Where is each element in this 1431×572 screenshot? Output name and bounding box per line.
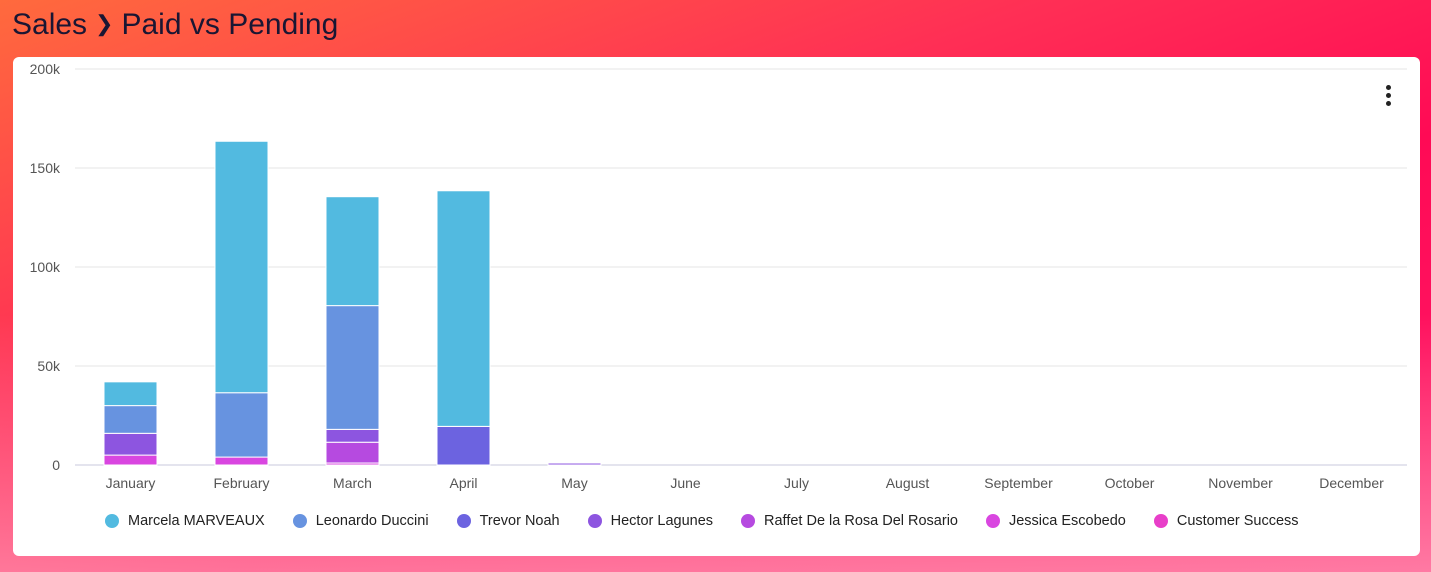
x-tick-label: January	[106, 475, 156, 491]
legend-item[interactable]: Jessica Escobedo	[985, 513, 1126, 529]
y-tick-label: 100k	[30, 259, 61, 275]
legend-item[interactable]: Trevor Noah	[456, 513, 560, 529]
x-tick-label: July	[784, 475, 809, 491]
bar-segment[interactable]	[103, 381, 158, 407]
legend-item[interactable]: Leonardo Duccini	[292, 513, 429, 529]
x-tick-label: April	[449, 475, 477, 491]
legend-marker-icon	[1153, 514, 1168, 528]
breadcrumb-parent[interactable]: Sales	[12, 8, 88, 41]
legend-item[interactable]: Hector Lagunes	[587, 513, 714, 529]
bar-segment[interactable]	[103, 432, 158, 456]
y-tick-label: 50k	[37, 358, 61, 374]
bar-segment[interactable]	[325, 428, 380, 443]
legend-label: Trevor Noah	[479, 513, 560, 529]
bar-segment[interactable]	[436, 190, 491, 427]
chevron-right-icon: ❯	[95, 11, 114, 36]
x-tick-label: May	[561, 475, 587, 491]
bar-segment[interactable]	[214, 140, 269, 394]
bar-segment[interactable]	[325, 441, 380, 464]
x-tick-label: September	[984, 475, 1053, 491]
y-tick-label: 200k	[30, 61, 61, 77]
legend-marker-icon	[292, 514, 307, 528]
legend-item[interactable]: Customer Success	[1153, 513, 1299, 529]
y-tick-label: 150k	[30, 160, 61, 176]
legend-marker-icon	[105, 514, 119, 528]
bar-segment[interactable]	[436, 425, 491, 466]
legend-label: Raffet De la Rosa Del Rosario	[764, 513, 958, 529]
y-tick-label: 0	[52, 457, 60, 473]
x-tick-label: December	[1319, 475, 1384, 491]
x-tick-label: August	[886, 475, 930, 491]
legend-item[interactable]: Raffet De la Rosa Del Rosario	[741, 513, 958, 529]
bar-segment[interactable]	[547, 462, 602, 466]
x-tick-label: October	[1105, 475, 1155, 491]
bar-segment[interactable]	[325, 305, 380, 430]
bar-segment[interactable]	[214, 456, 269, 466]
x-tick-label: June	[670, 475, 701, 491]
x-tick-label: March	[333, 475, 372, 491]
stacked-bar-chart: 0 50k 100k 150k 200k January February March Apri…	[30, 61, 1407, 491]
legend-marker-icon	[985, 514, 1000, 528]
bar-segment[interactable]	[214, 392, 269, 458]
legend-label: Customer Success	[1176, 513, 1299, 529]
x-tick-label: February	[213, 475, 269, 491]
bar-segment[interactable]	[325, 196, 380, 307]
x-tick-label: November	[1208, 475, 1273, 491]
legend-marker-icon	[741, 514, 756, 528]
bar-segment[interactable]	[103, 405, 158, 434]
kebab-menu-icon[interactable]	[1378, 83, 1398, 107]
legend-marker-icon	[456, 514, 471, 528]
page-title: Paid vs Pending	[121, 8, 339, 41]
breadcrumb: Sales ❯ Paid vs Pending	[12, 8, 338, 42]
bar-segment[interactable]	[103, 454, 158, 466]
chart-card: 0 50k 100k 150k 200k January February March Apri…	[13, 57, 1420, 556]
legend-label: Leonardo Duccini	[315, 513, 429, 529]
legend-marker-icon	[587, 514, 602, 528]
chart-legend: Marcela MARVEAUX Leonardo Duccini Trevor N…	[105, 513, 1299, 529]
legend-item[interactable]: Marcela MARVEAUX	[105, 513, 265, 529]
legend-label: Jessica Escobedo	[1008, 513, 1126, 529]
legend-label: Hector Lagunes	[610, 513, 714, 529]
legend-label: Marcela MARVEAUX	[128, 513, 265, 529]
